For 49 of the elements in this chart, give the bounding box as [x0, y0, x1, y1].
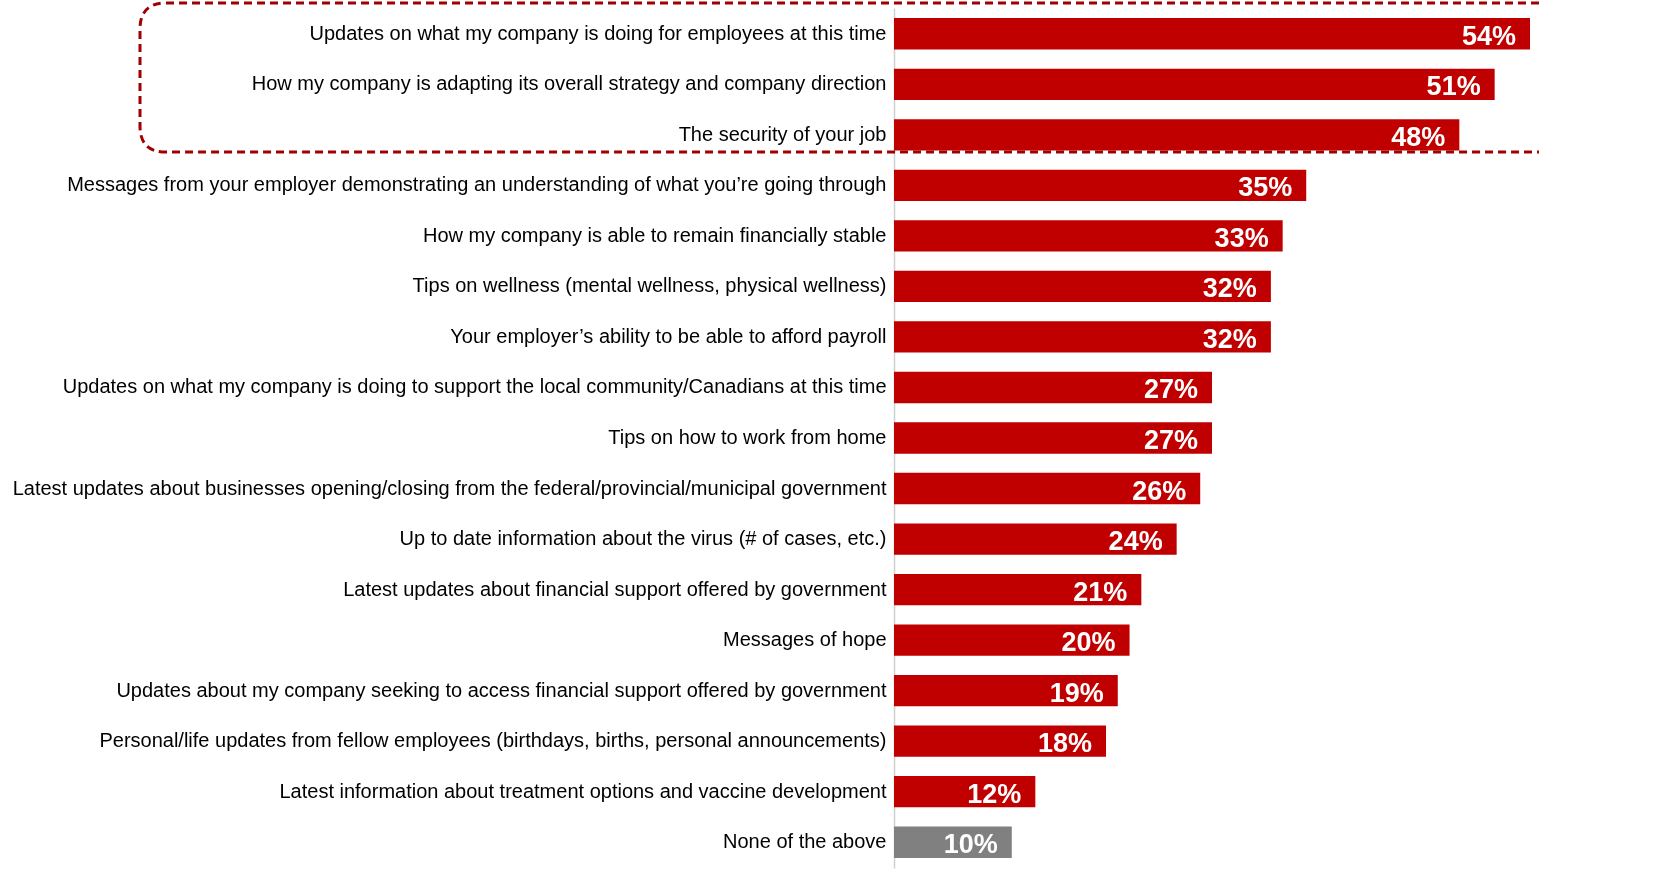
bar	[894, 270, 1271, 303]
y-tick-label: Tips on how to work from home	[608, 426, 887, 448]
y-tick-label: Messages of hope	[723, 628, 887, 651]
data-label: 10%	[943, 829, 998, 860]
y-tick-label: How my company is adapting its overall strategy and company direction	[251, 72, 887, 95]
y-tick-label: Up to date information about the virus (# of cases, etc.)	[399, 527, 887, 550]
bar	[894, 725, 1106, 757]
data-label: 27%	[1143, 374, 1198, 405]
y-tick-label: Latest information about treatment options and vaccine development	[279, 779, 887, 802]
bar	[894, 119, 1460, 151]
y-tick-label: Your employer’s ability to be able to afford payroll	[450, 324, 887, 347]
bar	[894, 523, 1177, 555]
data-label: 18%	[1037, 728, 1092, 759]
y-tick-label: Updates about my company seeking to access financial support offered by government	[116, 678, 887, 701]
y-tick-label: None of the above	[723, 830, 887, 853]
bar	[894, 169, 1307, 202]
bar	[894, 321, 1271, 353]
bar	[894, 371, 1212, 404]
y-tick-label: Messages from your employer demonstrating an understanding of what you’re going through	[67, 173, 887, 196]
data-label: 48%	[1391, 121, 1446, 152]
y-tick-label: Updates on what my company is doing for employees at this time	[309, 21, 887, 44]
bar	[894, 68, 1495, 100]
data-label: 32%	[1202, 323, 1257, 354]
data-label: 51%	[1426, 71, 1481, 102]
y-tick-label: Tips on wellness (mental wellness, physical wellness)	[412, 274, 887, 297]
data-label: 26%	[1132, 475, 1187, 506]
data-label: 54%	[1461, 20, 1516, 51]
data-label: 20%	[1061, 627, 1116, 658]
data-label: 24%	[1108, 526, 1163, 557]
bar	[894, 573, 1142, 606]
y-tick-label: How my company is able to remain financially stable	[422, 223, 887, 246]
bar	[894, 472, 1201, 505]
data-label: 19%	[1049, 677, 1104, 708]
data-label: 21%	[1073, 576, 1128, 607]
y-tick-label: Updates on what my company is doing to support the local community/Canadians at this time	[62, 375, 887, 398]
data-label: 33%	[1214, 222, 1269, 253]
y-tick-label: The security of your job	[678, 122, 887, 145]
data-label: 35%	[1238, 172, 1293, 203]
bar	[894, 422, 1212, 454]
bar	[894, 624, 1130, 656]
bar	[894, 674, 1118, 707]
y-tick-label: Personal/life updates from fellow employees (birthdays, births, personal announcements)	[99, 729, 887, 752]
data-label: 32%	[1202, 273, 1257, 304]
data-label: 27%	[1143, 425, 1198, 455]
y-tick-label: Latest updates about financial support offered by government	[343, 577, 887, 600]
bar	[894, 18, 1530, 50]
bar	[894, 220, 1283, 252]
y-tick-label: Latest updates about businesses opening/closing from the federal/provincial/municipal government	[12, 476, 887, 499]
data-label: 12%	[967, 778, 1022, 809]
